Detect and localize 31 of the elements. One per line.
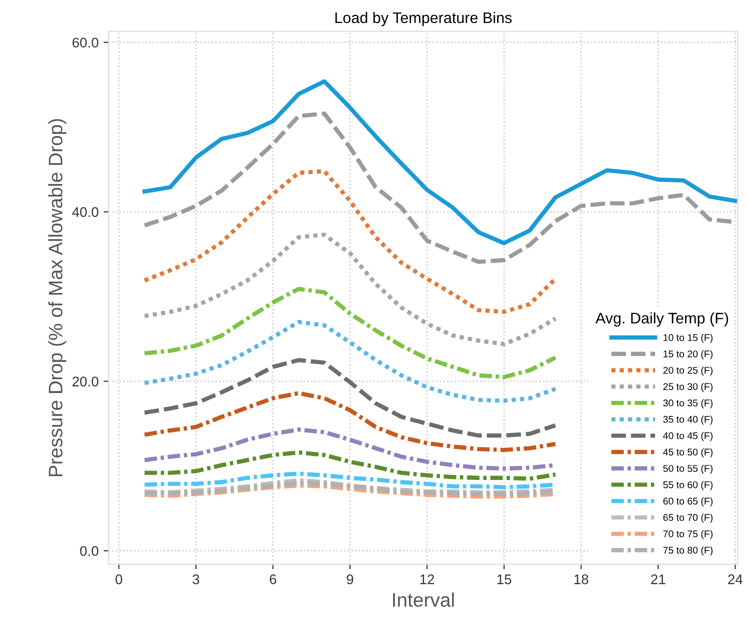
legend-label: 50 to 55 (F): [663, 464, 713, 474]
legend-label: 55 to 60 (F): [663, 481, 713, 490]
x-tick-label: 24: [728, 574, 743, 584]
x-axis-title: Interval: [393, 592, 454, 607]
legend-label: 40 to 45 (F): [663, 432, 713, 442]
y-tick-label: 60.0: [72, 38, 98, 48]
y-tick-label: 20.0: [72, 376, 98, 386]
legend-label: 10 to 15 (F): [664, 334, 713, 343]
x-tick-label: 0: [116, 574, 122, 584]
legend-label: 45 to 50 (F): [663, 448, 713, 458]
chart-title: Load by Temperature Bins: [335, 12, 512, 26]
legend-title: Avg. Daily Temp (F): [595, 312, 728, 327]
x-tick-label: 18: [574, 574, 588, 584]
x-tick-label: 6: [270, 574, 276, 584]
y-tick-label: 40.0: [72, 207, 98, 217]
legend-label: 15 to 20 (F): [664, 350, 713, 360]
legend-label: 20 to 25 (F): [663, 366, 713, 376]
legend-label: 35 to 40 (F): [663, 416, 713, 425]
x-tick-label: 9: [346, 574, 354, 584]
legend-label: 75 to 80 (F): [663, 546, 713, 556]
x-tick-label: 3: [192, 574, 200, 584]
x-tick-label: 12: [420, 574, 434, 584]
y-axis-title: Pressure Drop (% of Max Allowable Drop): [48, 119, 66, 476]
x-tick-label: 15: [497, 574, 512, 584]
y-tick-label: 0.0: [80, 546, 98, 556]
legend-label: 60 to 65 (F): [663, 497, 713, 506]
legend-label: 25 to 30 (F): [663, 382, 713, 392]
legend-label: 30 to 35 (F): [663, 399, 713, 408]
x-tick-label: 21: [651, 574, 666, 584]
legend-label: 65 to 70 (F): [663, 514, 713, 523]
legend-label: 70 to 75 (F): [663, 530, 713, 540]
